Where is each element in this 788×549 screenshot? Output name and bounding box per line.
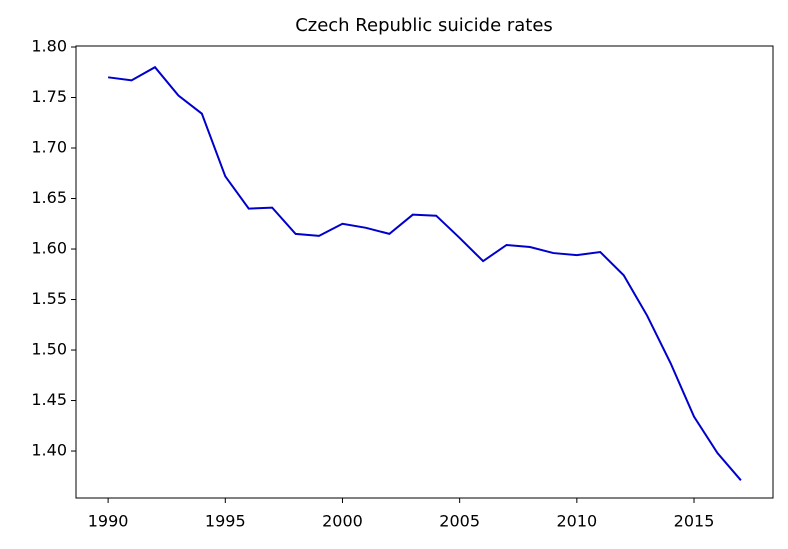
chart-title: Czech Republic suicide rates: [295, 15, 553, 36]
y-tick-label: 1.60: [31, 239, 67, 258]
y-tick-label: 1.55: [31, 289, 67, 308]
y-tick-label: 1.70: [31, 138, 67, 157]
x-tick-label: 2000: [322, 512, 363, 531]
x-tick-label: 2005: [439, 512, 480, 531]
y-tick-label: 1.75: [31, 87, 67, 106]
y-tick-label: 1.40: [31, 441, 67, 460]
plot-frame: [75, 45, 774, 499]
y-tick-label: 1.50: [31, 340, 67, 359]
x-tick-label: 1995: [205, 512, 246, 531]
y-tick-label: 1.65: [31, 188, 67, 207]
x-tick-label: 1990: [88, 512, 129, 531]
data-line: [107, 65, 742, 481]
x-tick-label: 2015: [674, 512, 715, 531]
x-tick-label: 2010: [556, 512, 597, 531]
y-tick-label: 1.80: [31, 37, 67, 56]
y-tick-label: 1.45: [31, 390, 67, 409]
